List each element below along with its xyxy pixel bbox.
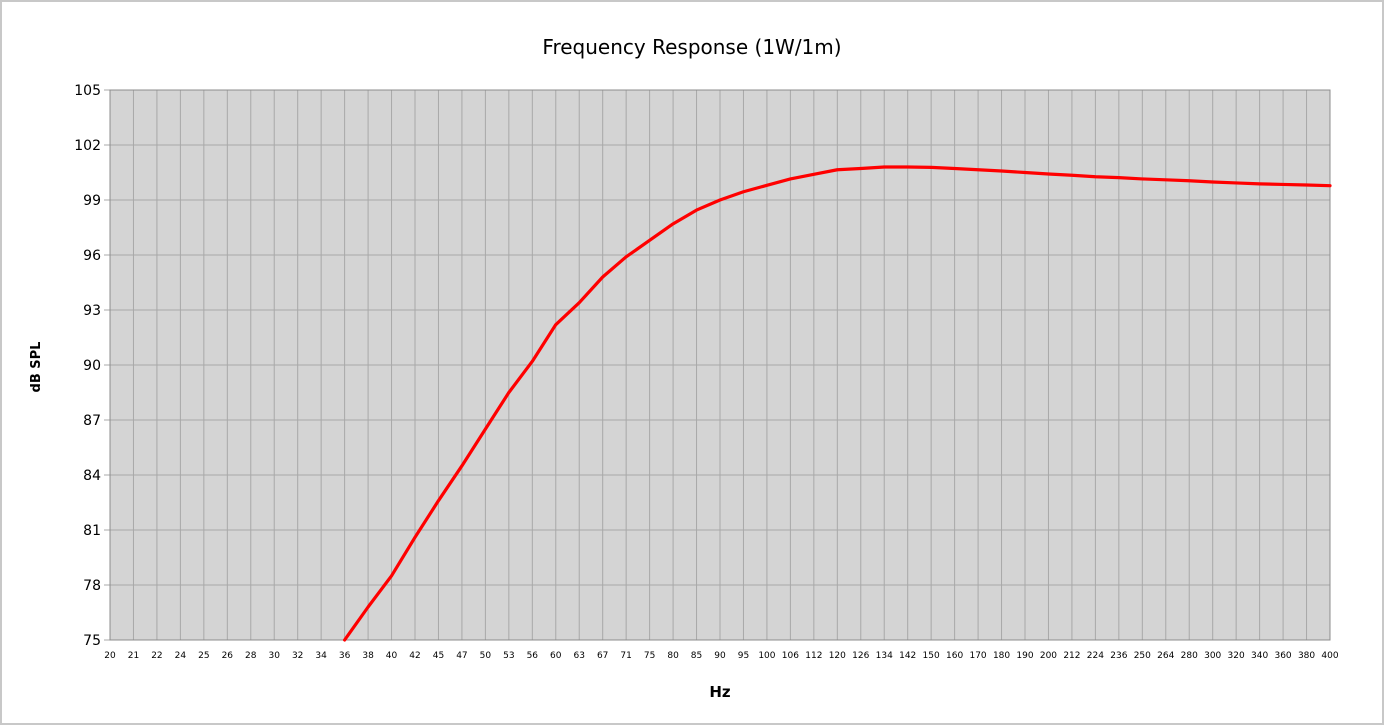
y-axis-label: dB SPL	[29, 342, 44, 393]
x-tick-label: 24	[175, 651, 187, 661]
x-tick-label: 32	[292, 651, 303, 661]
x-tick-label: 200	[1040, 651, 1057, 661]
x-tick-label: 170	[969, 651, 986, 661]
x-tick-label: 224	[1087, 651, 1104, 661]
y-tick-label: 99	[83, 193, 101, 209]
plot-border	[109, 89, 1331, 641]
y-tick-label: 90	[83, 358, 101, 374]
y-tick-label: 105	[74, 83, 101, 99]
x-tick-label: 34	[315, 651, 327, 661]
x-tick-label: 250	[1134, 651, 1151, 661]
x-tick-label: 28	[245, 651, 257, 661]
x-tick-label: 95	[738, 651, 749, 661]
x-tick-label: 400	[1321, 651, 1338, 661]
x-tick-label: 50	[480, 651, 492, 661]
x-tick-label: 45	[433, 651, 444, 661]
x-tick-label: 126	[852, 651, 869, 661]
x-tick-label: 300	[1204, 651, 1221, 661]
x-tick-label: 280	[1181, 651, 1198, 661]
x-tick-label: 71	[620, 651, 631, 661]
x-tick-label: 360	[1274, 651, 1291, 661]
y-tick-label: 84	[83, 468, 101, 484]
x-tick-label: 25	[198, 651, 209, 661]
frequency-response-line	[343, 165, 1332, 642]
x-tick-label: 20	[104, 651, 116, 661]
x-tick-label: 320	[1228, 651, 1245, 661]
x-tick-label: 90	[714, 651, 726, 661]
x-tick-label: 120	[829, 651, 846, 661]
x-tick-label: 134	[876, 651, 893, 661]
x-tick-label: 80	[667, 651, 679, 661]
x-tick-label: 340	[1251, 651, 1268, 661]
x-axis-label: Hz	[709, 683, 731, 701]
x-tick-label: 38	[362, 651, 374, 661]
y-tick-label: 93	[83, 303, 101, 319]
x-tick-label: 21	[128, 651, 139, 661]
x-tick-label: 67	[597, 651, 608, 661]
y-tick-label: 87	[83, 413, 101, 429]
x-tick-label: 47	[456, 651, 467, 661]
x-tick-label: 150	[923, 651, 940, 661]
x-tick-label: 106	[782, 651, 799, 661]
x-tick-label: 53	[503, 651, 514, 661]
x-tick-label: 160	[946, 651, 963, 661]
y-tick-label: 81	[83, 523, 101, 539]
x-tick-label: 40	[386, 651, 398, 661]
x-tick-label: 56	[527, 651, 539, 661]
x-tick-label: 36	[339, 651, 351, 661]
x-tick-label: 264	[1157, 651, 1174, 661]
y-tick-label: 102	[74, 138, 101, 154]
x-tick-label: 190	[1016, 651, 1033, 661]
x-tick-label: 100	[758, 651, 775, 661]
x-tick-label: 42	[409, 651, 420, 661]
x-tick-label: 75	[644, 651, 655, 661]
x-tick-label: 22	[151, 651, 162, 661]
x-tick-label: 380	[1298, 651, 1315, 661]
x-tick-label: 112	[805, 651, 822, 661]
y-tick-label: 75	[83, 633, 101, 649]
x-tick-label: 212	[1063, 651, 1080, 661]
x-tick-label: 180	[993, 651, 1010, 661]
x-tick-label: 236	[1110, 651, 1127, 661]
x-tick-label: 26	[222, 651, 234, 661]
x-tick-label: 85	[691, 651, 702, 661]
x-tick-label: 60	[550, 651, 562, 661]
y-tick-label: 96	[83, 248, 101, 264]
x-tick-label: 142	[899, 651, 916, 661]
chart-title: Frequency Response (1W/1m)	[542, 35, 841, 59]
x-tick-label: 63	[574, 651, 585, 661]
y-tick-label: 78	[83, 578, 101, 594]
x-tick-label: 30	[269, 651, 281, 661]
